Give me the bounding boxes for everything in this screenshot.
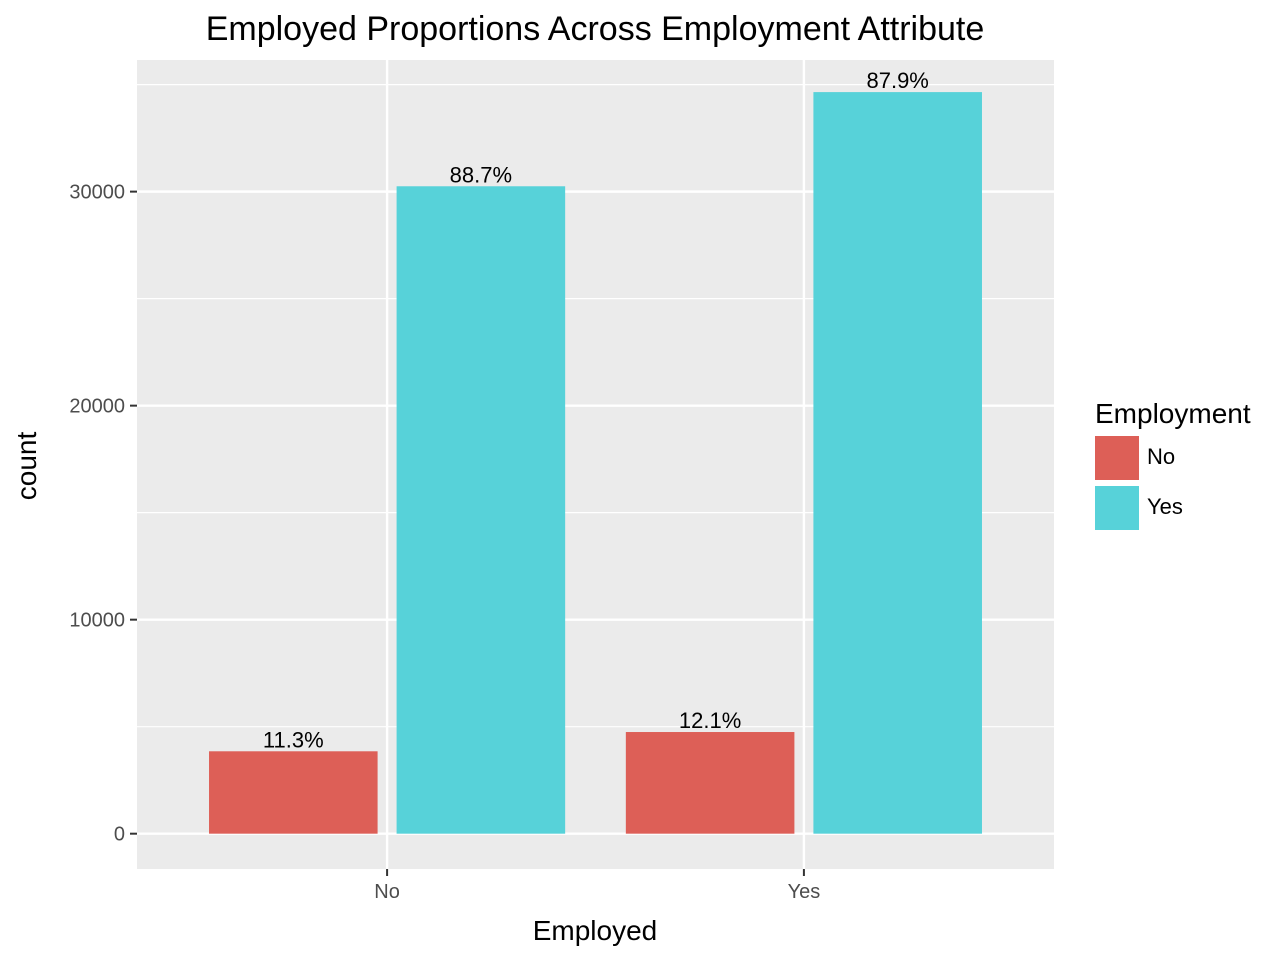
bar (625, 732, 795, 834)
x-tick-label: No (374, 881, 400, 903)
x-tick-label: Yes (788, 881, 821, 903)
y-tick-label: 10000 (69, 610, 125, 632)
bar (396, 186, 566, 834)
legend-label: No (1147, 444, 1175, 469)
legend-swatch (1095, 436, 1139, 480)
legend: Employment No Yes (1095, 398, 1251, 530)
legend-label: Yes (1147, 494, 1183, 519)
legend-title: Employment (1095, 398, 1251, 429)
bar (813, 92, 982, 834)
y-axis-title: count (11, 432, 42, 501)
y-tick-label: 20000 (69, 396, 125, 418)
bar-label: 11.3% (263, 727, 324, 752)
chart-title: Employed Proportions Across Employment A… (206, 10, 985, 48)
legend-swatch (1095, 486, 1139, 530)
y-tick-label: 30000 (69, 182, 125, 204)
bar (209, 751, 378, 834)
y-tick-label: 0 (114, 824, 125, 846)
x-axis-title: Employed (533, 915, 658, 946)
bar-label: 88.7% (450, 162, 512, 187)
bar-label: 12.1% (679, 708, 741, 733)
bar-label: 87.9% (866, 68, 928, 93)
